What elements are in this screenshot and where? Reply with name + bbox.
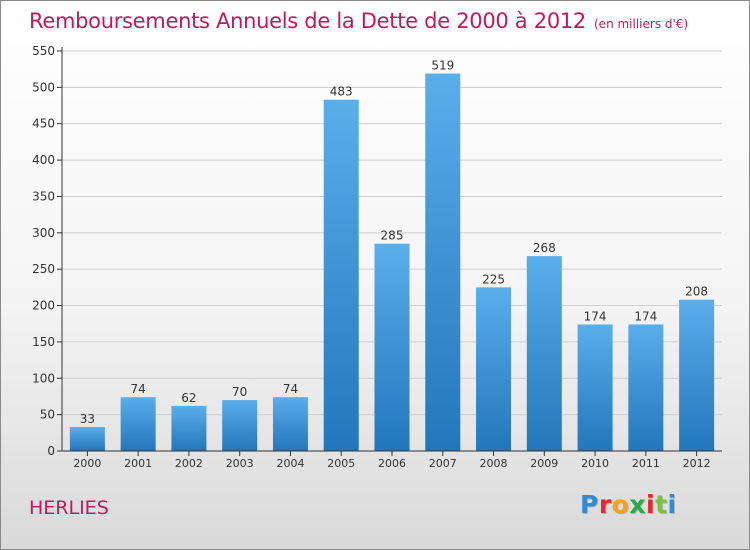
y-tick-label: 250 bbox=[32, 262, 55, 276]
bar-value-label: 33 bbox=[80, 412, 95, 426]
bar bbox=[679, 299, 715, 451]
x-tick-label: 2012 bbox=[683, 457, 711, 470]
y-tick-label: 150 bbox=[32, 335, 55, 349]
bar bbox=[374, 243, 410, 451]
bar-value-label: 74 bbox=[131, 382, 146, 396]
bar bbox=[171, 405, 207, 451]
bar-value-label: 74 bbox=[283, 382, 298, 396]
logo-letter: i bbox=[667, 490, 677, 519]
y-tick-label: 300 bbox=[32, 226, 55, 240]
y-tick-label: 500 bbox=[32, 80, 55, 94]
x-tick-label: 2008 bbox=[480, 457, 508, 470]
axes bbox=[61, 47, 722, 452]
y-tick-label: 100 bbox=[32, 371, 55, 385]
y-tick-label: 450 bbox=[32, 117, 55, 131]
proxiti-logo: Proxiti bbox=[580, 490, 677, 519]
bar-value-label: 174 bbox=[584, 309, 607, 323]
town-name: HERLIES bbox=[29, 497, 109, 519]
x-tick-label: 2010 bbox=[581, 457, 609, 470]
bars: 33 74 62 70 74 483 285 519 225 268 174 174 208 bbox=[69, 59, 715, 452]
x-tick-label: 2011 bbox=[632, 457, 660, 470]
bar-value-label: 70 bbox=[232, 385, 247, 399]
bar bbox=[526, 256, 562, 451]
bar-value-label: 174 bbox=[634, 309, 657, 323]
bar bbox=[120, 397, 156, 451]
chart-subtitle: (en milliers d'€) bbox=[594, 17, 689, 31]
x-tick-label: 2002 bbox=[175, 457, 203, 470]
bar-value-label: 225 bbox=[482, 272, 505, 286]
bar bbox=[69, 427, 105, 451]
bar bbox=[476, 287, 512, 451]
bar bbox=[323, 99, 359, 452]
x-axis-ticks: 2000 2001 2002 2003 2004 2005 2006 2007 2008 2009… bbox=[73, 451, 711, 470]
bar bbox=[425, 73, 461, 451]
bar-value-label: 62 bbox=[181, 391, 196, 405]
x-tick-label: 2004 bbox=[276, 457, 304, 470]
logo-letter: r bbox=[598, 490, 612, 519]
y-tick-label: 0 bbox=[47, 444, 55, 458]
y-tick-label: 350 bbox=[32, 189, 55, 203]
bar bbox=[272, 397, 308, 451]
bar-value-label: 519 bbox=[431, 59, 454, 73]
chart-title: Remboursements Annuels de la Dette de 20… bbox=[29, 9, 688, 33]
logo-letter: i bbox=[646, 490, 656, 519]
x-tick-label: 2000 bbox=[73, 457, 101, 470]
logo-letter: t bbox=[655, 490, 668, 519]
y-tick-label: 550 bbox=[32, 44, 55, 58]
logo-letter: P bbox=[580, 490, 599, 519]
bar bbox=[628, 324, 664, 451]
bar-value-label: 268 bbox=[533, 241, 556, 255]
bar-value-label: 285 bbox=[381, 229, 404, 243]
x-tick-label: 2005 bbox=[327, 457, 355, 470]
bar-value-label: 483 bbox=[330, 85, 353, 99]
bar-value-label: 208 bbox=[685, 285, 708, 299]
x-tick-label: 2001 bbox=[124, 457, 152, 470]
bar bbox=[577, 324, 613, 451]
x-tick-label: 2003 bbox=[226, 457, 254, 470]
y-tick-label: 200 bbox=[32, 299, 55, 313]
logo-letter: x bbox=[629, 490, 646, 519]
y-axis-ticks: 0 50 100 150 200 250 300 350 400 450 500 550 bbox=[32, 44, 62, 458]
y-tick-label: 50 bbox=[40, 408, 55, 422]
y-tick-label: 400 bbox=[32, 153, 55, 167]
logo-letter: o bbox=[611, 490, 630, 519]
bar bbox=[222, 400, 258, 451]
x-tick-label: 2009 bbox=[530, 457, 558, 470]
chart-title-text: Remboursements Annuels de la Dette de 20… bbox=[29, 9, 586, 33]
x-tick-label: 2007 bbox=[429, 457, 457, 470]
x-tick-label: 2006 bbox=[378, 457, 406, 470]
